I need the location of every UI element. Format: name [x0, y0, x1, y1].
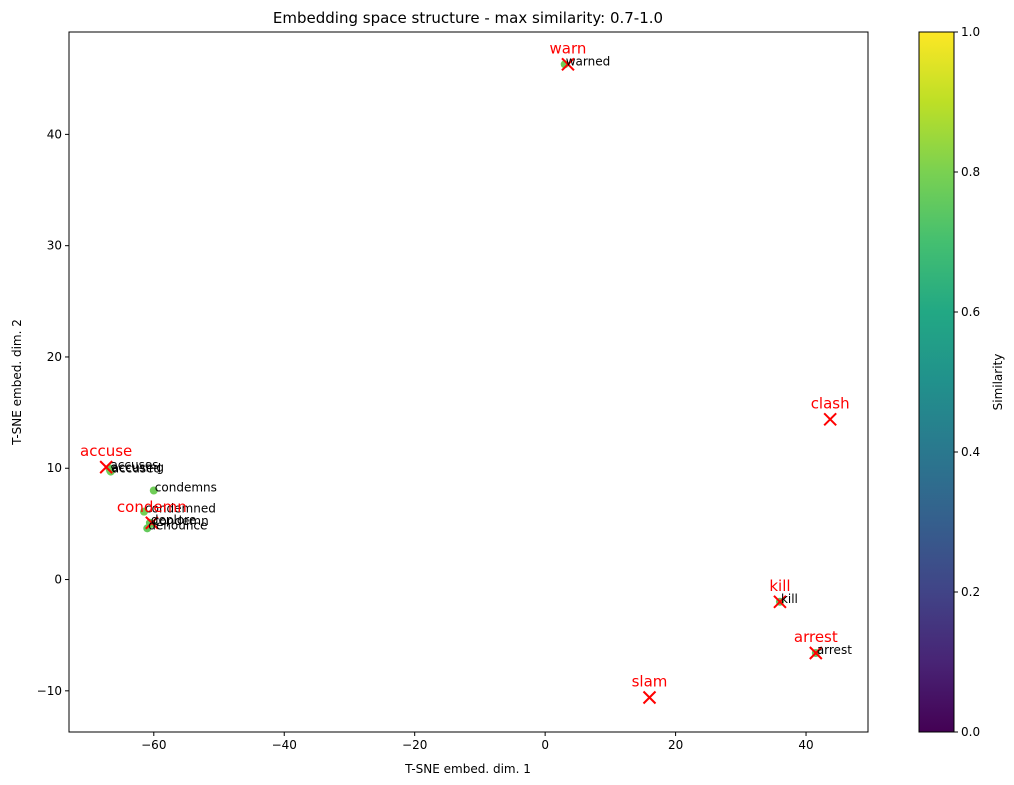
x-axis-label: T-SNE embed. dim. 1 — [404, 762, 531, 776]
y-tick-label: 40 — [47, 127, 62, 141]
plot-area — [68, 31, 869, 733]
x-tick-label: 20 — [668, 738, 683, 752]
colorbar-tick-label: 0.4 — [961, 445, 980, 459]
y-tick-label: 10 — [47, 461, 62, 475]
x-tick-label: 0 — [541, 738, 549, 752]
y-axis-ticks: −10 0 10 20 30 40 — [37, 127, 69, 698]
y-tick-label: 0 — [54, 573, 62, 587]
neighbor-label: condemns — [155, 481, 217, 495]
colorbar-tick-label: 0.8 — [961, 165, 980, 179]
y-axis-label: T-SNE embed. dim. 2 — [10, 319, 24, 446]
x-tick-label: −60 — [141, 738, 166, 752]
anchor-marker — [99, 460, 113, 474]
neighbor-label: accuses — [110, 458, 158, 472]
neighbor-label: arrest — [817, 643, 852, 657]
anchor-label: kill — [769, 577, 790, 595]
neighbor-label: warned — [566, 54, 611, 68]
x-tick-label: −40 — [272, 738, 297, 752]
colorbar-tick-label: 0.2 — [961, 585, 980, 599]
colorbar-tick-label: 0.0 — [961, 725, 980, 739]
anchor-marker — [642, 690, 657, 705]
anchor-label: warn — [550, 39, 587, 57]
neighbor-label: kill — [781, 592, 798, 606]
neighbor-point — [149, 486, 158, 495]
x-axis-ticks: −60 −40 −20 0 20 40 — [141, 732, 814, 752]
anchor-marker — [145, 516, 159, 530]
anchor-label: accuse — [80, 442, 132, 460]
y-tick-label: 20 — [47, 350, 62, 364]
chart-title: Embedding space structure - max similari… — [273, 9, 663, 27]
neighbor-label: condemn — [153, 514, 209, 528]
anchor-marker — [809, 646, 823, 660]
colorbar-tick-label: 1.0 — [961, 25, 980, 39]
neighbor-label: accused — [112, 462, 161, 476]
y-tick-label: 30 — [47, 239, 62, 253]
neighbor-label: deplore — [151, 513, 196, 527]
colorbar-ticks: 0.0 0.2 0.4 0.6 0.8 1.0 — [954, 25, 980, 739]
colorbar-tick-label: 0.6 — [961, 305, 980, 319]
x-tick-label: −20 — [402, 738, 427, 752]
anchor-label: arrest — [794, 628, 838, 646]
anchor-label: clash — [811, 394, 850, 412]
colorbar — [918, 31, 955, 733]
colorbar-label: Similarity — [991, 354, 1005, 411]
anchor-label: slam — [632, 673, 668, 691]
anchor-marker — [773, 595, 787, 609]
neighbor-label: denounce — [148, 518, 207, 532]
anchor-label: condemn — [117, 498, 187, 516]
neighbor-label: accusing — [111, 460, 164, 474]
neighbor-label: condemned — [145, 502, 216, 516]
x-tick-label: 40 — [798, 738, 813, 752]
y-tick-label: −10 — [37, 684, 62, 698]
anchor-marker — [823, 412, 837, 426]
neighbor-point — [140, 507, 149, 516]
anchor-marker — [561, 57, 575, 71]
